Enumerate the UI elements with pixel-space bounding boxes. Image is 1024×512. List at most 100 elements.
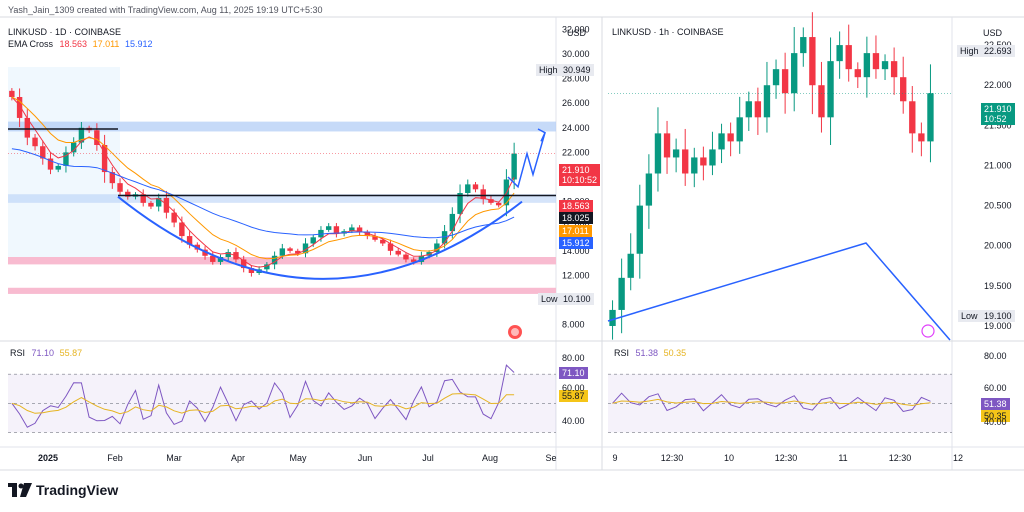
right-high-value: 22.693 — [981, 45, 1015, 57]
tag-hline: 18.025 — [559, 212, 593, 224]
left-low-value: 10.100 — [560, 293, 594, 305]
left-time-label: Feb — [107, 453, 123, 463]
daily-candle — [495, 202, 502, 206]
left-price-axis-label: 26.000 — [562, 98, 590, 108]
daily-candle — [163, 197, 170, 213]
daily-candle — [78, 127, 85, 143]
hourly-candle — [927, 93, 934, 142]
left-time-label: Mar — [166, 453, 182, 463]
daily-candle — [511, 153, 517, 180]
daily-candle — [380, 239, 386, 244]
hourly-candle — [654, 133, 662, 174]
rsi-ma-value-right: 50.35 — [663, 348, 687, 358]
rsi-ma-value-left: 55.87 — [59, 348, 83, 358]
tradingview-logo-text: TradingView — [36, 482, 119, 498]
left-time-label: Jun — [358, 453, 373, 463]
hourly-candle — [682, 149, 689, 174]
rsi-axis-left-60: 60.00 — [562, 383, 585, 393]
daily-candle — [372, 236, 378, 240]
daily-candle — [403, 254, 409, 260]
daily-candle — [148, 202, 154, 207]
breakout-zone — [8, 194, 556, 203]
hourly-candle — [900, 77, 907, 102]
hourly-candle — [745, 101, 752, 118]
tag-ema-slow: 15.912 — [559, 237, 593, 249]
daily-candle — [325, 226, 332, 230]
support-zone-upper — [8, 257, 556, 265]
daily-candle — [171, 212, 177, 223]
hourly-candle — [918, 133, 925, 142]
hourly-candle — [863, 53, 871, 78]
daily-candle — [441, 231, 448, 244]
daily-candle — [410, 259, 417, 262]
rsi-ma-tag-right: 50.35 — [981, 410, 1010, 422]
ema-mid-line — [11, 96, 515, 260]
daily-candle — [488, 199, 494, 203]
hourly-candle — [663, 133, 671, 158]
hourly-candle — [791, 53, 798, 94]
daily-candle — [356, 227, 363, 233]
hourly-candle — [890, 61, 898, 78]
daily-candle — [63, 152, 69, 166]
hourly-candle — [809, 37, 816, 86]
daily-candle — [295, 250, 301, 254]
rsi-value-left: 71.10 — [31, 348, 55, 358]
daily-candle — [16, 97, 23, 118]
daily-candle — [47, 158, 54, 170]
right-low-label: Low — [958, 310, 981, 322]
daily-candle — [155, 197, 162, 207]
right-time-label: 11 — [838, 453, 847, 463]
left-price-tag: 21.910 10:10:52 — [559, 164, 601, 186]
rsi-axis-right-40: 40.00 — [984, 417, 1007, 427]
hourly-candle — [836, 45, 843, 62]
tradingview-logo[interactable]: TradingView — [8, 482, 118, 498]
daily-candle — [264, 264, 270, 270]
hourly-candle — [691, 157, 698, 174]
hourly-candle — [881, 61, 889, 70]
right-currency[interactable]: USD — [983, 28, 1003, 38]
hourly-candle — [818, 85, 825, 118]
caption: Yash_Jain_1309 created with TradingView.… — [8, 5, 323, 15]
ema-fast-line — [11, 96, 515, 268]
left-time-label: Apr — [231, 453, 245, 463]
ema-mid-value: 17.011 — [92, 39, 120, 49]
right-time-label: 12:30 — [775, 453, 798, 463]
right-price-axis-label: 21.000 — [984, 160, 1012, 170]
ema-fast-value: 18.563 — [59, 39, 88, 49]
rsi-tag-right: 51.38 — [981, 398, 1010, 410]
hourly-candle — [627, 253, 634, 278]
rsi-label-left[interactable]: RSI — [10, 348, 26, 358]
ema-slow-value: 15.912 — [124, 39, 153, 49]
rsi-band-left — [8, 374, 556, 433]
right-time-label: 10 — [724, 453, 734, 463]
hourly-candle — [700, 157, 707, 166]
daily-candle — [101, 145, 108, 173]
hourly-candle — [854, 69, 861, 78]
daily-candle — [9, 90, 15, 97]
flag-icon-inner — [511, 328, 519, 336]
left-low-label: Low — [538, 293, 561, 305]
daily-candle — [434, 243, 440, 253]
daily-candle — [179, 222, 185, 237]
right-trend-lines — [607, 242, 951, 341]
daily-candle — [125, 191, 131, 197]
left-price-axis-label: 14.000 — [562, 246, 590, 256]
left-time-label: May — [289, 453, 307, 463]
resistance-zone — [8, 121, 556, 132]
daily-candle — [418, 255, 425, 262]
left-price-axis-label: 24.000 — [562, 123, 590, 133]
daily-candle — [210, 255, 216, 262]
rsi-label-right[interactable]: RSI — [614, 348, 630, 358]
rsi-line-right — [612, 392, 931, 413]
daily-candle — [109, 172, 116, 184]
daily-candle — [271, 255, 278, 265]
right-time-label: 12 — [953, 453, 963, 463]
left-high-value: 30.949 — [560, 64, 594, 76]
left-currency[interactable]: USD — [567, 28, 587, 38]
daily-candle — [449, 213, 456, 232]
right-price-axis-label: 21.500 — [984, 120, 1012, 130]
rsi-axis-left-40: 40.00 — [562, 416, 585, 426]
ema-indicator-name[interactable]: EMA Cross — [8, 39, 54, 49]
